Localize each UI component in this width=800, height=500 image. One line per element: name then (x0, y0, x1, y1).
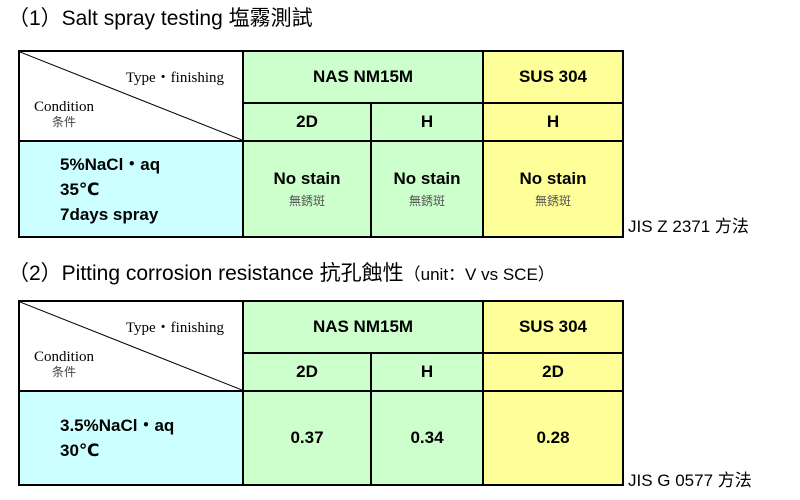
unit-label: （unit：V vs SCE） (403, 265, 555, 284)
finish-header-nas-2d: 2D (242, 352, 372, 392)
pitting-standard-note: JIS G 0577 方法 (628, 471, 752, 490)
condition-label-jp: 条件 (52, 114, 77, 129)
pitting-corrosion-heading: （2）Pitting corrosion resistance 抗孔蝕性（uni… (8, 262, 555, 285)
test-condition-cell: 5%NaCl・aq 35℃ 7days spray (18, 140, 244, 238)
condition-line: 7days spray (60, 204, 159, 224)
potential-value-nas-2d: 0.37 (242, 390, 372, 486)
type-condition-header-cell: Type・finishing Condition 条件 (18, 300, 244, 392)
salt-spray-table: Type・finishing Condition 条件 NAS NM15M SU… (18, 50, 624, 238)
finish-header-nas-h: H (370, 102, 484, 142)
pitting-corrosion-table: Type・finishing Condition 条件 NAS NM15M SU… (18, 300, 624, 486)
result-cell-sus-h: No stain 無銹斑 (482, 140, 624, 238)
finish-header-nas-2d: 2D (242, 102, 372, 142)
test-condition-cell: 3.5%NaCl・aq 30℃ (18, 390, 244, 486)
type-condition-header-cell: Type・finishing Condition 条件 (18, 50, 244, 142)
condition-label: Condition 条件 (34, 99, 95, 129)
condition-line: 3.5%NaCl・aq (60, 416, 175, 435)
diagonal-divider (20, 52, 242, 140)
potential-value-nas-h: 0.34 (370, 390, 484, 486)
salt-spray-standard-note: JIS Z 2371 方法 (628, 217, 749, 236)
condition-label: Condition 条件 (34, 349, 95, 379)
material-header-nas: NAS NM15M (242, 300, 484, 354)
result-cell-nas-h: No stain 無銹斑 (370, 140, 484, 238)
material-header-nas: NAS NM15M (242, 50, 484, 104)
salt-spray-heading: （1）Salt spray testing 塩霧測試 (8, 7, 313, 30)
condition-line: 30℃ (60, 441, 100, 460)
type-finishing-label: Type・finishing (125, 70, 224, 86)
result-cell-nas-2d: No stain 無銹斑 (242, 140, 372, 238)
condition-line: 5%NaCl・aq (60, 154, 161, 174)
material-header-sus: SUS 304 (482, 50, 624, 104)
potential-value-sus-2d: 0.28 (482, 390, 624, 486)
diagonal-divider (20, 302, 242, 390)
finish-header-nas-h: H (370, 352, 484, 392)
finish-header-sus-2d: 2D (482, 352, 624, 392)
condition-line: 35℃ (60, 179, 100, 199)
condition-label-jp: 条件 (52, 364, 77, 379)
finish-header-sus-h: H (482, 102, 624, 142)
type-finishing-label: Type・finishing (125, 320, 224, 336)
material-header-sus: SUS 304 (482, 300, 624, 354)
